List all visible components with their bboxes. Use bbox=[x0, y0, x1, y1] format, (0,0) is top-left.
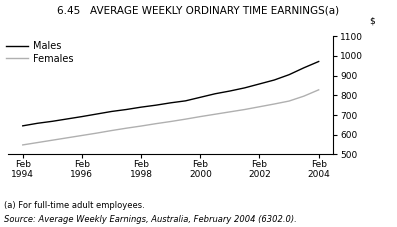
Females bbox=[79, 134, 84, 137]
Females bbox=[50, 139, 55, 142]
Females bbox=[94, 132, 99, 134]
Males bbox=[257, 83, 262, 85]
Males bbox=[213, 92, 218, 95]
Males bbox=[198, 96, 203, 99]
Males bbox=[65, 118, 69, 120]
Line: Females: Females bbox=[23, 90, 319, 145]
Males bbox=[168, 101, 173, 104]
Males bbox=[35, 122, 40, 125]
Females bbox=[242, 108, 247, 111]
Text: $: $ bbox=[370, 16, 375, 25]
Males bbox=[242, 86, 247, 89]
Males bbox=[124, 108, 129, 111]
Females bbox=[287, 100, 291, 102]
Males bbox=[154, 104, 158, 106]
Females bbox=[316, 89, 321, 91]
Females bbox=[35, 141, 40, 144]
Males bbox=[316, 60, 321, 63]
Females bbox=[272, 103, 277, 105]
Text: (a) For full-time adult employees.: (a) For full-time adult employees. bbox=[4, 201, 145, 210]
Females bbox=[168, 120, 173, 123]
Males bbox=[20, 124, 25, 127]
Males bbox=[50, 120, 55, 123]
Males bbox=[94, 113, 99, 115]
Text: Source: Average Weekly Earnings, Australia, February 2004 (6302.0).: Source: Average Weekly Earnings, Austral… bbox=[4, 215, 297, 224]
Females bbox=[183, 118, 188, 121]
Females bbox=[257, 105, 262, 108]
Females bbox=[65, 136, 69, 139]
Males bbox=[301, 67, 306, 69]
Males bbox=[272, 79, 277, 81]
Females bbox=[198, 115, 203, 118]
Males bbox=[139, 106, 143, 109]
Females bbox=[124, 127, 129, 130]
Legend: Males, Females: Males, Females bbox=[6, 41, 73, 64]
Males bbox=[109, 110, 114, 113]
Males bbox=[227, 90, 232, 92]
Line: Males: Males bbox=[23, 62, 319, 126]
Females bbox=[109, 129, 114, 132]
Males bbox=[79, 115, 84, 118]
Males bbox=[183, 99, 188, 102]
Females bbox=[139, 125, 143, 127]
Females bbox=[20, 143, 25, 146]
Females bbox=[227, 111, 232, 113]
Females bbox=[154, 122, 158, 125]
Females bbox=[301, 95, 306, 97]
Males bbox=[287, 73, 291, 76]
Text: 6.45   AVERAGE WEEKLY ORDINARY TIME EARNINGS(a): 6.45 AVERAGE WEEKLY ORDINARY TIME EARNIN… bbox=[58, 6, 339, 16]
Females bbox=[213, 113, 218, 116]
